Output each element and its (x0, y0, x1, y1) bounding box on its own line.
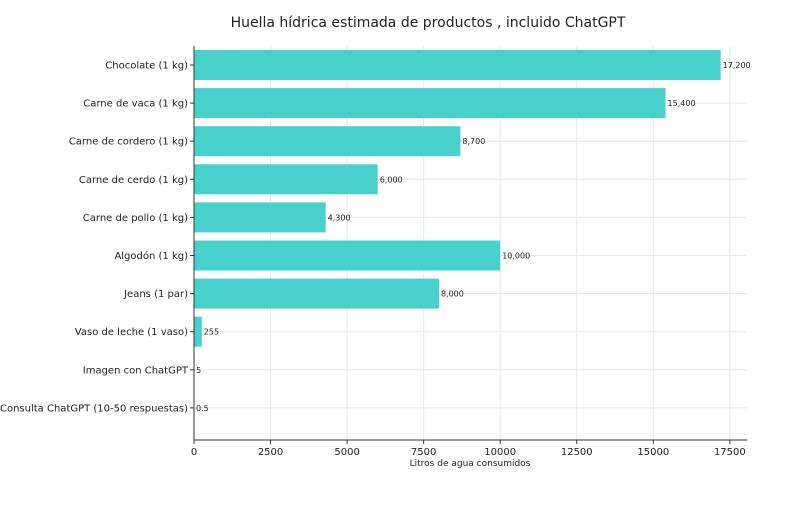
x-tick-label: 15000 (637, 447, 669, 458)
data-label: 10,000 (502, 252, 530, 261)
x-tick-label: 5000 (334, 447, 359, 458)
category-label: Carne de cordero (1 kg) (69, 137, 188, 148)
x-tick-label: 7500 (411, 447, 436, 458)
bar (194, 164, 378, 194)
data-label: 6,000 (380, 175, 403, 184)
bar (194, 88, 666, 118)
category-label: Vaso de leche (1 vaso) (75, 327, 188, 338)
bar (194, 126, 460, 156)
category-label: Carne de vaca (1 kg) (83, 99, 188, 110)
data-label: 0.5 (196, 404, 209, 413)
bar (194, 279, 439, 309)
category-label: Jeans (1 par) (123, 289, 188, 300)
data-label: 15,400 (668, 99, 696, 108)
bar (194, 317, 202, 347)
x-tick-label: 2500 (258, 447, 283, 458)
bar (194, 202, 326, 232)
x-axis-title: Litros de agua consumidos (410, 459, 531, 469)
data-label: 255 (204, 328, 219, 337)
chart-title: Huella hídrica estimada de productos , i… (231, 15, 626, 31)
category-label: Imagen con ChatGPT (83, 365, 189, 376)
category-label: Chocolate (1 kg) (105, 61, 188, 72)
x-tick-label: 17500 (714, 447, 746, 458)
category-label: Carne de pollo (1 kg) (83, 213, 188, 224)
data-label: 8,700 (462, 137, 485, 146)
data-label: 4,300 (328, 213, 351, 222)
x-tick-label: 0 (191, 447, 197, 458)
x-tick-label: 12500 (561, 447, 593, 458)
data-label: 17,200 (723, 61, 751, 70)
category-label: Consulta ChatGPT (10-50 respuestas) (0, 403, 188, 414)
bar (194, 241, 500, 271)
category-label: Algodón (1 kg) (114, 250, 188, 262)
data-label: 5 (196, 366, 201, 375)
x-tick-label: 10000 (484, 447, 516, 458)
data-label: 8,000 (441, 290, 464, 299)
bar (194, 50, 721, 80)
bars (194, 50, 721, 423)
category-label: Carne de cerdo (1 kg) (79, 175, 188, 186)
